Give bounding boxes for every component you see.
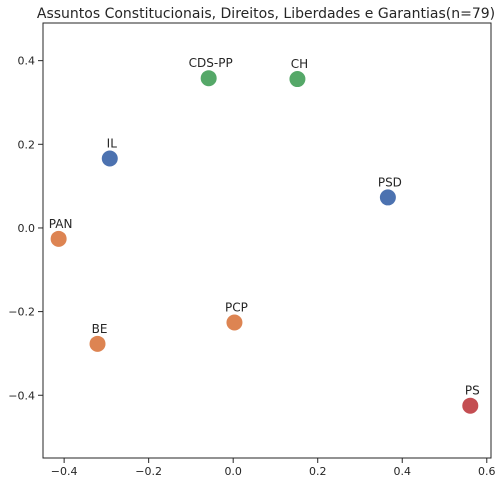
x-tick-label: −0.2 — [135, 465, 162, 478]
point-label-be: BE — [92, 322, 108, 336]
x-tick-label: 0.4 — [393, 465, 411, 478]
point-label-ch: CH — [291, 57, 308, 71]
x-tick-label: −0.4 — [51, 465, 78, 478]
point-label-pan: PAN — [49, 217, 73, 231]
point-label-ps: PS — [465, 384, 480, 398]
point-il — [101, 150, 118, 167]
y-tick-label: 0.0 — [18, 222, 36, 235]
point-label-cds-pp: CDS-PP — [189, 56, 233, 70]
y-tick-label: 0.2 — [18, 138, 36, 151]
y-tick-label: −0.2 — [8, 306, 35, 319]
point-psd — [379, 189, 396, 206]
data-points: CDS-PP CH IL PSD PAN PCP BE PS — [49, 56, 480, 414]
y-tick-label: 0.4 — [18, 55, 36, 68]
point-ch — [289, 71, 306, 88]
y-axis: 0.4 0.2 0.0 −0.2 −0.4 — [8, 55, 43, 402]
point-label-pcp: PCP — [225, 300, 248, 314]
x-axis: −0.4 −0.2 0.0 0.2 0.4 0.6 — [51, 458, 496, 478]
point-pan — [50, 230, 67, 247]
point-be — [89, 335, 106, 352]
x-tick-label: 0.0 — [224, 465, 242, 478]
x-tick-label: 0.2 — [309, 465, 327, 478]
y-tick-label: −0.4 — [8, 389, 35, 402]
point-pcp — [226, 314, 243, 331]
point-label-psd: PSD — [378, 175, 402, 189]
point-cds-pp — [200, 70, 217, 87]
plot-area-frame — [42, 22, 492, 459]
x-tick-label: 0.6 — [478, 465, 496, 478]
chart-title: Assuntos Constitucionais, Direitos, Libe… — [37, 6, 495, 22]
point-ps — [462, 397, 479, 414]
point-label-il: IL — [107, 137, 118, 151]
